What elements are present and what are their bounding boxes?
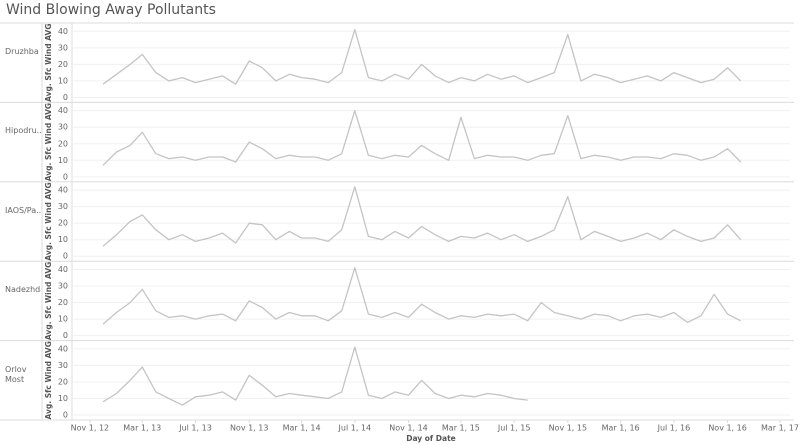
row-label: IAOS/Pa... [5, 205, 41, 215]
x-tick-label: Nov 1, 16 [708, 424, 747, 433]
x-tick-label: Nov 1, 12 [71, 424, 110, 433]
y-tick-label: 20 [58, 298, 68, 307]
x-tick-label: Nov 1, 14 [389, 424, 428, 433]
y-tick-label: 30 [58, 361, 68, 370]
x-tick-label: Jul 1, 16 [657, 424, 691, 433]
y-tick-label: 30 [58, 43, 68, 52]
row-label-box: IAOS/Pa... [5, 205, 41, 215]
y-axis-title: Avg. Sfc Wind AVG [44, 182, 53, 260]
x-tick-label: Mar 1, 13 [123, 424, 161, 433]
x-tick-label: Mar 1, 15 [442, 424, 480, 433]
y-tick-label: 40 [58, 265, 68, 274]
wind-line [102, 267, 741, 325]
wind-line [102, 28, 742, 85]
y-tick-label: 40 [58, 106, 68, 115]
row-label-box: Orlov Most [5, 364, 27, 384]
dashboard-title: Wind Blowing Away Pollutants [6, 2, 216, 18]
x-tick-label: Mar 1, 17 [761, 424, 799, 433]
y-axis-title: Avg. Sfc Wind AVG [44, 103, 53, 181]
y-tick-label: 20 [58, 219, 68, 228]
y-axis-title: Avg. Sfc Wind AVG [44, 262, 53, 340]
y-tick-label: 30 [58, 202, 68, 211]
x-tick-label: Nov 1, 13 [230, 424, 269, 433]
wind-line [102, 110, 742, 166]
x-axis-title: Day of Date [406, 434, 456, 443]
y-tick-label: 20 [58, 139, 68, 148]
y-tick-label: 0 [63, 331, 68, 340]
y-tick-label: 40 [58, 186, 68, 195]
x-tick-label: Jul 1, 14 [338, 424, 372, 433]
x-tick-label: Nov 1, 15 [549, 424, 588, 433]
x-tick-label: Mar 1, 14 [283, 424, 321, 433]
y-tick-label: 10 [58, 394, 68, 403]
y-tick-label: 40 [58, 27, 68, 36]
row-label: Orlov Most [5, 364, 27, 384]
row-label-box: Hipodru... [5, 126, 41, 136]
y-tick-label: 10 [58, 235, 68, 244]
x-tick-label: Mar 1, 16 [602, 424, 640, 433]
y-tick-label: 0 [63, 252, 68, 261]
x-tick-label: Jul 1, 15 [497, 424, 531, 433]
row-label: Druzhba [5, 47, 39, 56]
y-tick-label: 0 [63, 411, 68, 420]
y-tick-label: 10 [58, 76, 68, 85]
y-tick-label: 0 [63, 93, 68, 102]
wind-line [102, 186, 742, 247]
y-tick-label: 30 [58, 123, 68, 132]
y-tick-label: 10 [58, 315, 68, 324]
y-tick-label: 0 [63, 172, 68, 181]
y-tick-label: 30 [58, 282, 68, 291]
y-axis-title: Avg. Sfc Wind AVG [44, 23, 53, 101]
wind-line [102, 346, 528, 406]
row-label-box: Druzhba [5, 47, 39, 56]
y-tick-label: 20 [58, 377, 68, 386]
y-axis-title: Avg. Sfc Wind AVG [44, 341, 53, 419]
row-label: Hipodru... [5, 126, 41, 136]
y-tick-label: 20 [58, 60, 68, 69]
x-tick-label: Jul 1, 13 [178, 424, 212, 433]
y-tick-label: 10 [58, 156, 68, 165]
row-label-box: Nadezhda [5, 285, 41, 295]
y-tick-label: 40 [58, 344, 68, 353]
row-label: Nadezhda [5, 285, 41, 295]
